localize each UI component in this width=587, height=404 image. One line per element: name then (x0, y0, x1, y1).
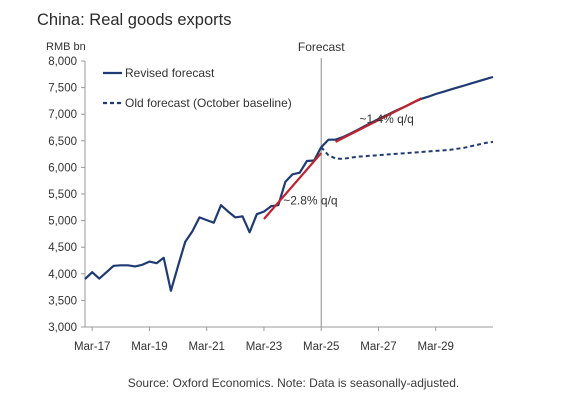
x-tick-label: Mar-25 (303, 341, 339, 353)
source-note: Source: Oxford Economics. Note: Data is … (127, 376, 460, 390)
legend-label: Revised forecast (125, 66, 215, 80)
trend-line-historic (263, 152, 323, 220)
x-tick-label: Mar-29 (418, 341, 454, 353)
y-axis-label: RMB bn (46, 41, 86, 53)
x-tick-label: Mar-19 (131, 341, 167, 353)
y-tick-label: 3,000 (48, 322, 77, 334)
revised-forecast-line (84, 75, 494, 292)
legend-label: Old forecast (October baseline) (125, 96, 292, 110)
y-tick-label: 4,500 (48, 242, 77, 254)
y-tick-label: 6,500 (48, 136, 77, 148)
trend-label: ~2.8% q/q (283, 193, 337, 207)
y-tick-label: 4,000 (48, 269, 77, 281)
trend-line-forecast (335, 97, 422, 143)
y-axis-labels: 3,000 3,500 4,000 4,500 5,000 5,500 6,000 6,500… (48, 56, 77, 334)
chart-title: China: Real goods exports (37, 11, 232, 29)
old-forecast-line (320, 140, 494, 160)
forecast-label: Forecast (298, 40, 345, 54)
y-tick-label: 7,500 (48, 83, 77, 95)
y-tick-label: 6,000 (48, 162, 77, 174)
x-tick-label: Mar-27 (360, 341, 396, 353)
x-tick-label: Mar-21 (188, 341, 224, 353)
y-tick-label: 3,500 (48, 295, 77, 307)
forecast-marker: Forecast (298, 40, 345, 327)
y-tick-label: 7,000 (48, 109, 77, 121)
y-tick-label: 5,000 (48, 216, 77, 228)
axes: RMB bn Mar-17 Mar-19 Mar-21 Mar-23 Mar-25 Mar-… (46, 41, 493, 353)
y-tick-label: 5,500 (48, 189, 77, 201)
x-tick-label: Mar-17 (74, 341, 110, 353)
legend: Revised forecast Old forecast (October ba… (103, 66, 292, 110)
x-tick-label: Mar-23 (246, 341, 282, 353)
trend-lines: ~2.8% q/q ~1.4% q/q (263, 97, 422, 220)
trend-label: ~1.4% q/q (359, 112, 413, 126)
series-lines (84, 75, 494, 292)
y-tick-label: 8,000 (48, 56, 77, 68)
